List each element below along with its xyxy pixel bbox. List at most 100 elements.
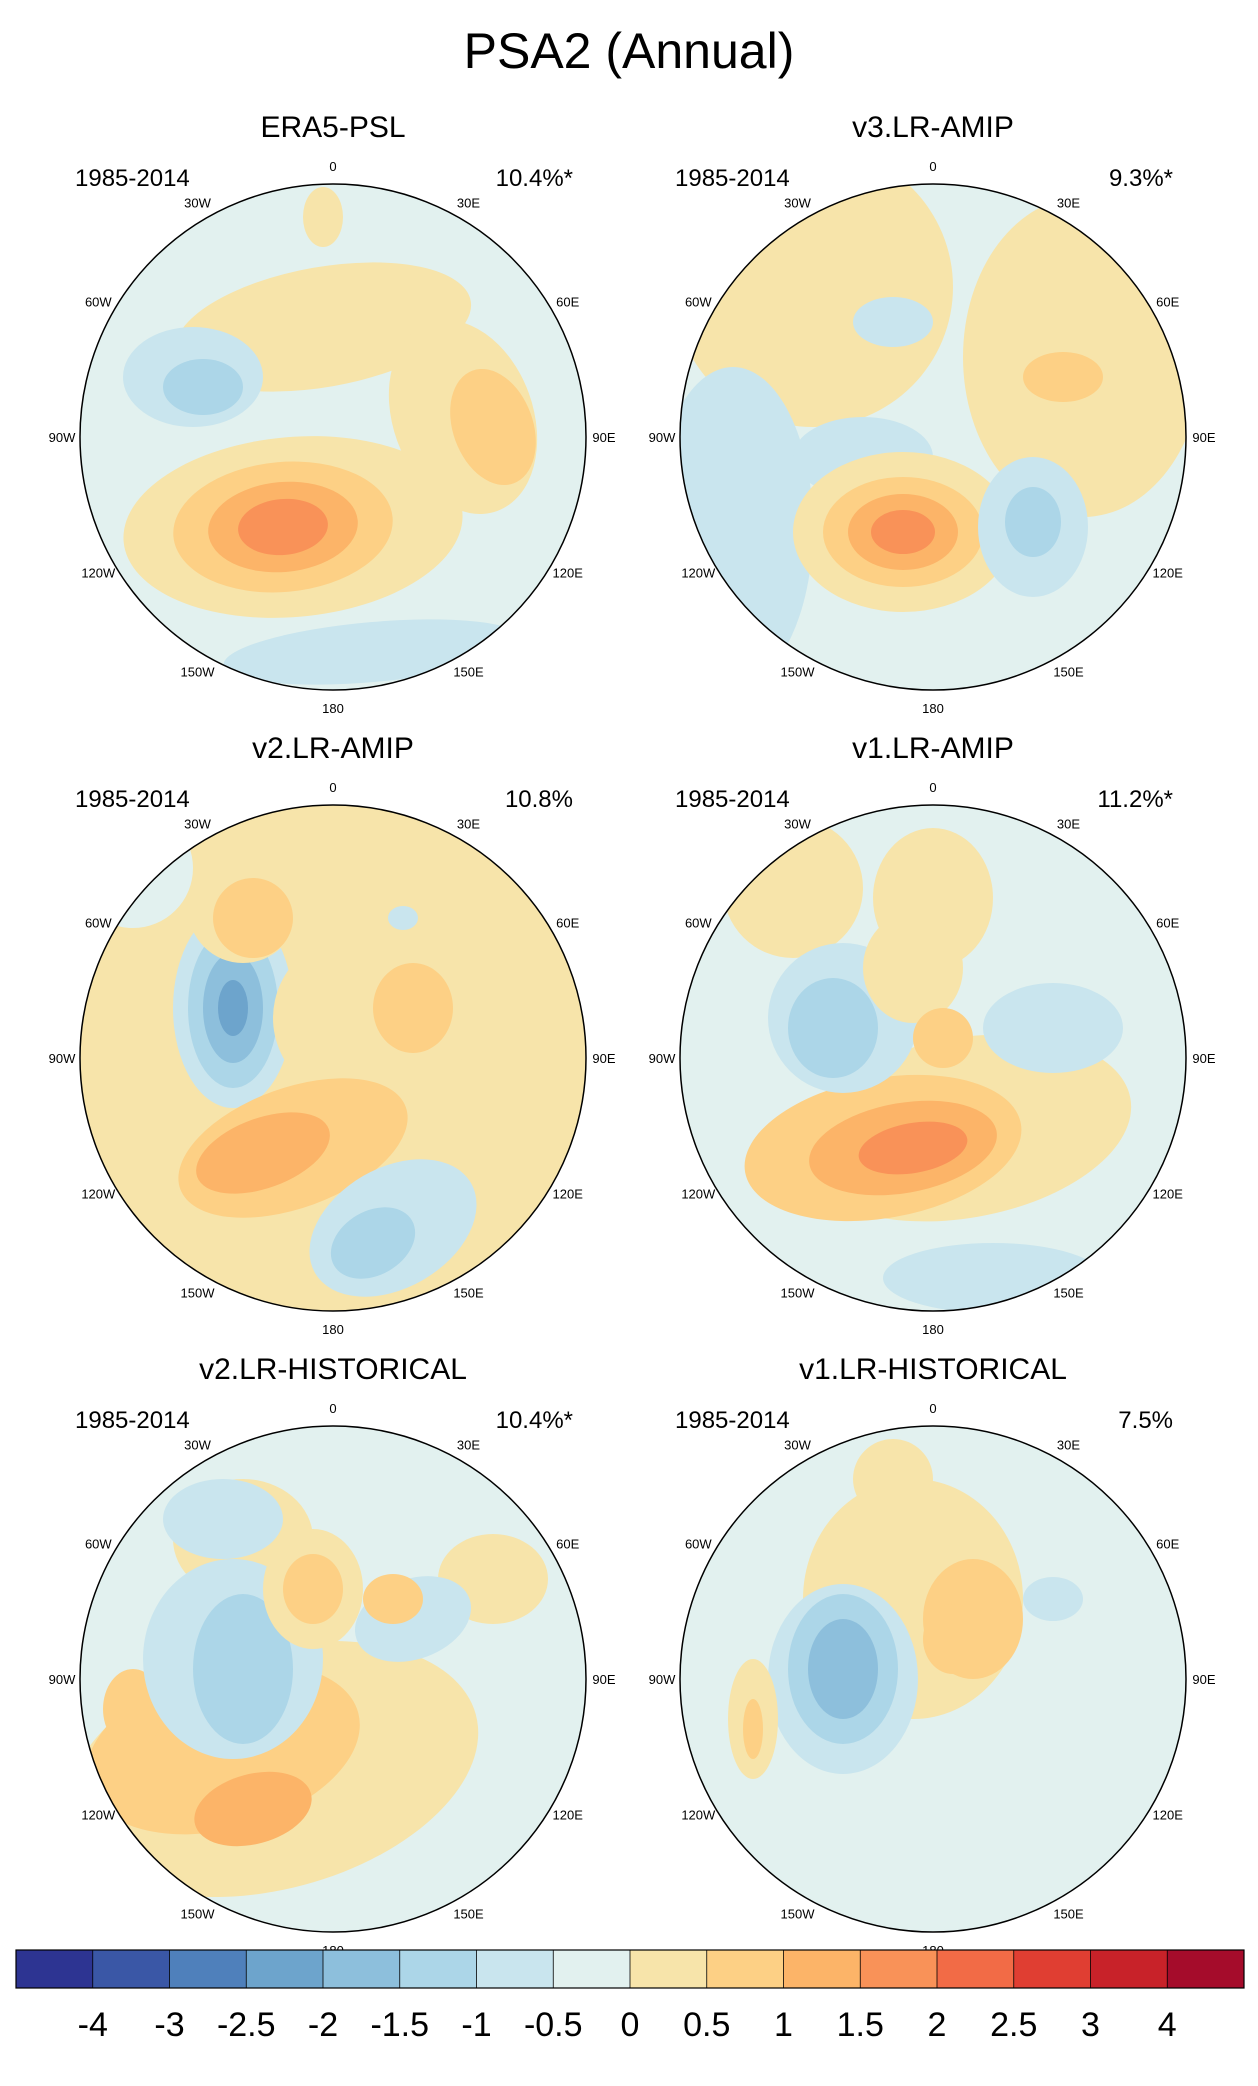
panel-period: 1985-2014 — [75, 165, 190, 192]
longitude-label: 30W — [784, 1437, 811, 1452]
panel-title: ERA5-PSL — [260, 111, 405, 144]
longitude-label: 30W — [184, 816, 211, 831]
longitude-label: 120W — [681, 566, 716, 581]
longitude-label: 90W — [49, 1672, 76, 1687]
anomaly-contour — [871, 510, 935, 554]
anomaly-contour — [213, 878, 293, 958]
panel-6: 030E60E90E120E150E180150W120W90W60W30Wv1… — [649, 1353, 1216, 1958]
longitude-label: 30E — [1057, 816, 1080, 831]
panel-variance: 7.5% — [1118, 1407, 1173, 1434]
anomaly-contour — [193, 1594, 293, 1744]
longitude-label: 60W — [685, 916, 712, 931]
field-contours — [80, 805, 586, 1311]
colorbar-tick-label: 2 — [928, 2006, 947, 2044]
panel-period: 1985-2014 — [75, 1407, 190, 1434]
colorbar-tick-label: -1.5 — [370, 2006, 429, 2044]
colorbar-swatch — [706, 1950, 784, 1988]
colorbar-tick-label: -0.5 — [524, 2006, 583, 2044]
anomaly-contour — [283, 1554, 343, 1624]
anomaly-contour — [1023, 1577, 1083, 1621]
panel-variance: 10.8% — [505, 786, 573, 813]
longitude-label: 120E — [553, 1808, 584, 1823]
longitude-label: 30E — [457, 1437, 480, 1452]
colorbar-tick-label: 2.5 — [990, 2006, 1037, 2044]
colorbar-tick-label: -4 — [78, 2006, 108, 2044]
colorbar-tick-label: 1.5 — [837, 2006, 884, 2044]
map-border — [79, 804, 587, 1312]
longitude-label: 120W — [681, 1808, 716, 1823]
longitude-label: 90E — [1192, 1051, 1215, 1066]
longitude-label: 150W — [781, 1907, 816, 1922]
colorbar-tick-label: -3 — [154, 2006, 184, 2044]
anomaly-contour — [1023, 352, 1103, 402]
colorbar-swatch — [1090, 1950, 1168, 1988]
longitude-label: 150E — [453, 1907, 484, 1922]
anomaly-contour — [788, 978, 878, 1078]
colorbar-swatch — [16, 1950, 94, 1988]
longitude-label: 90E — [1192, 1672, 1215, 1687]
panel-title: v1.LR-AMIP — [852, 732, 1014, 765]
longitude-label: 180 — [322, 701, 344, 716]
anomaly-contour — [723, 818, 863, 958]
panel-title: v2.LR-AMIP — [252, 732, 414, 765]
anomaly-contour — [363, 1574, 423, 1624]
map-border — [79, 183, 587, 691]
colorbar-tick-label: -2.5 — [217, 2006, 276, 2044]
longitude-label: 150E — [1053, 1286, 1084, 1301]
panel-variance: 10.4%* — [496, 165, 573, 192]
longitude-label: 0 — [329, 780, 336, 795]
panel-4: 0 30E 60E 90E 120E 150E 180 150W 120W 90W 60W 30W v1… — [649, 732, 1216, 1337]
longitude-label: 150E — [1053, 665, 1084, 680]
anomaly-contour — [450, 368, 536, 486]
longitude-label: 120W — [81, 566, 116, 581]
longitude-label: 60W — [685, 1537, 712, 1552]
anomaly-contour — [808, 1619, 878, 1719]
panel-5: 030E60E90E120E150E180150W120W90W60W30Wv2… — [49, 1353, 616, 1958]
longitude-label: 30W — [784, 195, 811, 210]
anomaly-contour — [194, 1771, 312, 1847]
colorbar-swatch — [1013, 1950, 1091, 1988]
map-border — [679, 1425, 1187, 1933]
panel-1: 0 30E 60E 90E 120E 150E 180 150W 120W 90W 60W 30W ER… — [49, 111, 616, 716]
anomaly-contour — [303, 187, 343, 247]
longitude-label: 90E — [1192, 430, 1215, 445]
longitude-label: 30E — [457, 816, 480, 831]
longitude-label: 90W — [649, 1672, 676, 1687]
anomaly-contour — [196, 1112, 330, 1194]
longitude-label: 90W — [649, 430, 676, 445]
panel-title: v3.LR-AMIP — [852, 111, 1014, 144]
anomaly-contour — [330, 1207, 416, 1279]
panel-3: 0 30E 60E 90E 120E 150E 180 150W 120W 90W 60W 30W v2… — [49, 732, 616, 1337]
longitude-label: 60E — [1156, 916, 1179, 931]
colorbar-tick-label: -2 — [308, 2006, 338, 2044]
map-border — [679, 804, 1187, 1312]
field-contours — [80, 1479, 548, 1898]
colorbar-tick-label: 3 — [1081, 2006, 1100, 2044]
longitude-label: 30W — [184, 1437, 211, 1452]
longitude-label: 60W — [85, 1537, 112, 1552]
anomaly-contour — [853, 297, 933, 347]
longitude-label: 120W — [81, 1808, 116, 1823]
longitude-label: 0 — [929, 159, 936, 174]
longitude-label: 90W — [49, 430, 76, 445]
anomaly-contour — [983, 983, 1123, 1073]
anomaly-contour — [80, 808, 193, 928]
longitude-label: 180 — [922, 701, 944, 716]
longitude-label: 30E — [1057, 195, 1080, 210]
longitude-label: 120W — [81, 1187, 116, 1202]
colorbar-swatch — [937, 1950, 1015, 1988]
longitude-label: 150W — [781, 1286, 816, 1301]
longitude-label: 0 — [929, 780, 936, 795]
longitude-label: 30E — [457, 195, 480, 210]
longitude-label: 120E — [1153, 1187, 1184, 1202]
map-border — [79, 1425, 587, 1933]
panel-variance: 11.2%* — [1097, 786, 1173, 813]
panel-title: v1.LR-HISTORICAL — [799, 1353, 1067, 1386]
panel-period: 1985-2014 — [675, 1407, 790, 1434]
anomaly-contour — [923, 1604, 983, 1674]
colorbar-swatch — [860, 1950, 938, 1988]
colorbar-tick-label: 1 — [774, 2006, 793, 2044]
anomaly-contour — [680, 367, 813, 687]
longitude-label: 180 — [922, 1322, 944, 1337]
